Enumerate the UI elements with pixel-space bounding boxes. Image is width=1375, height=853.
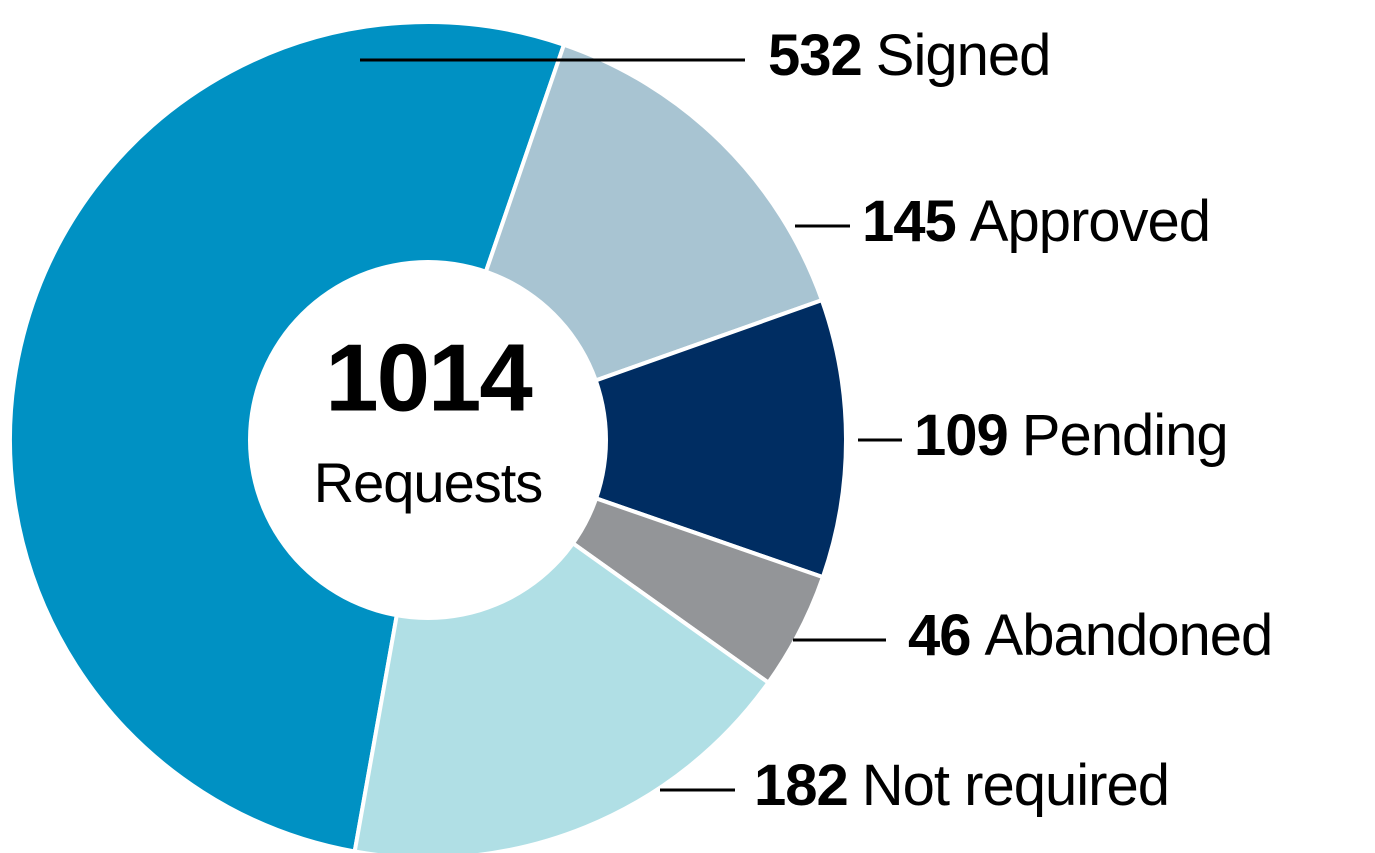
slice-name: Signed [876, 23, 1051, 88]
slice-value: 46 [908, 603, 971, 668]
slice-value: 109 [914, 403, 1008, 468]
slice-label: 182 Not required [754, 753, 1169, 818]
total-value: 1014 [325, 324, 532, 431]
slice-name: Not required [862, 753, 1169, 818]
slice-label: 109 Pending [914, 403, 1228, 468]
slice-name: Abandoned [985, 603, 1273, 668]
slice [426, 298, 848, 580]
slice-value: 532 [768, 23, 862, 88]
slice-value: 145 [862, 189, 956, 254]
slice-label: 145 Approved [862, 189, 1210, 254]
total-label: Requests [314, 451, 543, 514]
slice-label: 46 Abandoned [908, 603, 1272, 668]
labels: 532 Signed 145 Approved 109 Pending 46 Abandone… [360, 23, 1273, 818]
slice-name: Approved [970, 189, 1210, 254]
slice-label: 532 Signed [768, 23, 1050, 88]
slice-name: Pending [1022, 403, 1228, 468]
slice-value: 182 [754, 753, 848, 818]
donut-hole [248, 260, 608, 620]
